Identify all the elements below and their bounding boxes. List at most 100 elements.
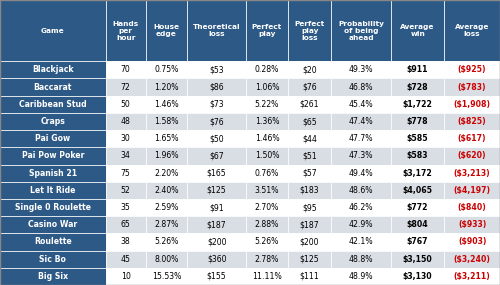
Bar <box>391 96 444 113</box>
Bar <box>146 61 187 78</box>
Text: $125: $125 <box>300 255 320 264</box>
Bar <box>246 164 288 182</box>
Text: Caribbean Stud: Caribbean Stud <box>19 100 86 109</box>
Text: $76: $76 <box>302 83 317 91</box>
Bar <box>0 251 106 268</box>
Text: ($933): ($933) <box>458 220 486 229</box>
Text: 46.8%: 46.8% <box>349 83 374 91</box>
Text: $20: $20 <box>302 65 317 74</box>
Bar <box>146 147 187 164</box>
Bar <box>444 147 500 164</box>
Bar <box>444 164 500 182</box>
Text: 2.78%: 2.78% <box>255 255 279 264</box>
Bar <box>106 0 146 61</box>
Text: 35: 35 <box>121 203 130 212</box>
Text: $200: $200 <box>207 237 227 247</box>
Text: 72: 72 <box>121 83 130 91</box>
Text: 1.58%: 1.58% <box>154 117 178 126</box>
Bar <box>288 147 332 164</box>
Text: 52: 52 <box>121 186 130 195</box>
Bar <box>187 130 246 147</box>
Text: 48.6%: 48.6% <box>349 186 374 195</box>
Text: Sic Bo: Sic Bo <box>40 255 66 264</box>
Text: $95: $95 <box>302 203 317 212</box>
Text: Average
win: Average win <box>400 24 435 37</box>
Text: 5.26%: 5.26% <box>255 237 279 247</box>
Text: $57: $57 <box>302 169 317 178</box>
Text: $111: $111 <box>300 272 320 281</box>
Text: $4,065: $4,065 <box>402 186 432 195</box>
Bar <box>0 0 106 61</box>
Bar <box>332 251 391 268</box>
Bar <box>246 216 288 233</box>
Text: $200: $200 <box>300 237 320 247</box>
Bar <box>288 113 332 130</box>
Bar <box>444 130 500 147</box>
Bar <box>187 251 246 268</box>
Bar <box>332 130 391 147</box>
Bar <box>187 164 246 182</box>
Bar <box>0 113 106 130</box>
Text: $772: $772 <box>407 203 428 212</box>
Bar <box>332 96 391 113</box>
Bar <box>106 233 146 251</box>
Bar <box>444 268 500 285</box>
Text: $86: $86 <box>210 83 224 91</box>
Bar <box>391 130 444 147</box>
Text: $50: $50 <box>210 134 224 143</box>
Text: Spanish 21: Spanish 21 <box>29 169 77 178</box>
Bar <box>246 0 288 61</box>
Bar <box>444 78 500 96</box>
Text: $91: $91 <box>210 203 224 212</box>
Text: $360: $360 <box>207 255 227 264</box>
Text: ($840): ($840) <box>458 203 486 212</box>
Bar <box>444 251 500 268</box>
Bar <box>288 0 332 61</box>
Bar <box>332 78 391 96</box>
Text: 50: 50 <box>121 100 130 109</box>
Text: Big Six: Big Six <box>38 272 68 281</box>
Bar <box>146 182 187 199</box>
Bar <box>246 130 288 147</box>
Text: ($3,240): ($3,240) <box>454 255 490 264</box>
Bar <box>246 233 288 251</box>
Text: 47.4%: 47.4% <box>349 117 374 126</box>
Bar <box>0 61 106 78</box>
Text: $778: $778 <box>407 117 428 126</box>
Text: 30: 30 <box>121 134 130 143</box>
Bar <box>246 96 288 113</box>
Bar <box>0 216 106 233</box>
Bar <box>106 113 146 130</box>
Bar <box>146 130 187 147</box>
Text: 1.20%: 1.20% <box>154 83 178 91</box>
Text: 49.3%: 49.3% <box>349 65 374 74</box>
Bar <box>288 78 332 96</box>
Bar <box>444 199 500 216</box>
Bar <box>288 216 332 233</box>
Text: ($620): ($620) <box>458 151 486 160</box>
Text: $53: $53 <box>210 65 224 74</box>
Bar <box>0 164 106 182</box>
Text: Pai Pow Poker: Pai Pow Poker <box>22 151 84 160</box>
Bar <box>391 268 444 285</box>
Text: $3,130: $3,130 <box>403 272 432 281</box>
Text: 48.8%: 48.8% <box>349 255 374 264</box>
Text: Average
loss: Average loss <box>455 24 490 37</box>
Bar <box>288 96 332 113</box>
Bar <box>332 233 391 251</box>
Bar <box>187 78 246 96</box>
Bar <box>106 61 146 78</box>
Bar <box>391 78 444 96</box>
Text: 46.2%: 46.2% <box>349 203 374 212</box>
Text: 48: 48 <box>120 117 130 126</box>
Text: 2.59%: 2.59% <box>154 203 178 212</box>
Bar <box>187 182 246 199</box>
Text: 0.75%: 0.75% <box>154 65 178 74</box>
Bar <box>391 182 444 199</box>
Text: 34: 34 <box>120 151 130 160</box>
Bar <box>391 199 444 216</box>
Text: Pai Gow: Pai Gow <box>36 134 70 143</box>
Bar <box>332 199 391 216</box>
Bar <box>106 78 146 96</box>
Bar <box>288 199 332 216</box>
